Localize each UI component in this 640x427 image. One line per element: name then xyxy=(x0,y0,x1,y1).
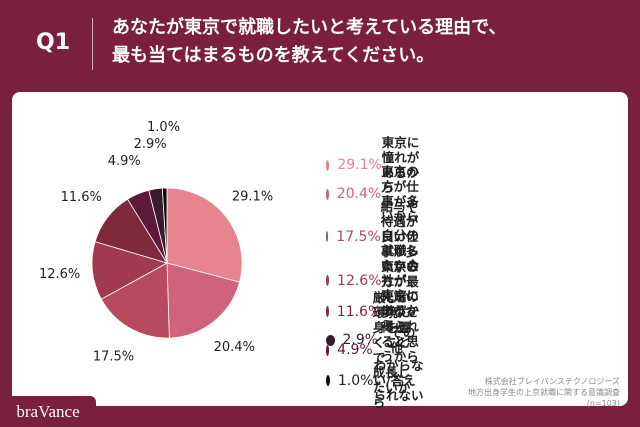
legend-label: 東京の方が最先端の学びを 得られると思うから xyxy=(381,259,419,364)
slice-label: 4.9% xyxy=(108,154,141,169)
legend-item: 2.9% その他 xyxy=(326,325,420,355)
legend-swatch xyxy=(326,188,329,200)
legend-swatch xyxy=(326,231,329,242)
slice-label: 17.5% xyxy=(93,349,134,364)
pie-slice xyxy=(166,187,243,283)
slice-label: 29.1% xyxy=(232,190,273,205)
pie-slice xyxy=(161,187,168,264)
legend-item: 4.9% 厳しい環境に身を置くことで 成長したいから xyxy=(326,290,420,410)
legend-item: 20.4% 東京の方が仕事が多いから xyxy=(326,164,420,224)
legend-value: 4.9% xyxy=(337,342,373,358)
slice-label: 1.0% xyxy=(147,120,180,135)
legend-item: 29.1% 東京に憧れがあるから xyxy=(326,135,420,195)
pie-slice xyxy=(91,241,169,300)
legend-swatch xyxy=(326,344,330,356)
legend-item: 12.6% 自分の就職したい会社が 東京にあるから xyxy=(326,228,420,333)
legend-label: 給与や待遇が良い仕事が多いから xyxy=(380,199,419,274)
legend-label: その他 xyxy=(390,325,416,355)
legend-swatch xyxy=(326,306,329,317)
legend-value: 12.6% xyxy=(337,272,382,289)
source: 株式会社ブレイバンステクノロジーズ地方出身学生の上京就職に関する意識調査 (n=1… xyxy=(468,376,620,409)
brand-logo: braVance xyxy=(0,396,96,427)
pie-slice xyxy=(100,262,170,339)
legend-swatch xyxy=(326,275,330,286)
legend-item: 11.6% 東京の方が最先端の学びを 得られると思うから xyxy=(326,259,420,364)
legend-swatch xyxy=(326,159,330,171)
source-line: (n=103) xyxy=(586,399,620,408)
slice-label: 11.6% xyxy=(61,190,102,205)
legend-label: わからない/答えられない xyxy=(373,358,424,403)
legend-label: 東京に憧れがあるから xyxy=(381,135,420,195)
slice-label: 20.4% xyxy=(214,340,255,355)
legend-item: 17.5% 給与や待遇が良い仕事が多いから xyxy=(326,199,420,274)
legend-value: 2.9% xyxy=(342,332,379,348)
question-number: Q1 xyxy=(36,30,71,55)
legend-value: 29.1% xyxy=(337,157,382,173)
legend-value: 11.6% xyxy=(336,303,382,320)
source-line: 地方出身学生の上京就職に関する意識調査 xyxy=(468,388,620,397)
legend-swatch xyxy=(326,375,330,386)
legend-label: 厳しい環境に身を置くことで 成長したいから xyxy=(372,290,411,410)
legend-item: 1.0% わからない/答えられない xyxy=(326,358,424,403)
legend-value: 17.5% xyxy=(336,228,381,245)
source-line: 株式会社ブレイバンステクノロジーズ xyxy=(484,377,620,386)
chart-title: あなたが東京で就職したいと考えている理由で、 最も当てはまるものを教えてください… xyxy=(112,17,507,66)
slice-label: 12.6% xyxy=(39,267,80,282)
legend-value: 1.0% xyxy=(337,372,374,389)
legend-swatch xyxy=(326,334,335,346)
legend-value: 20.4% xyxy=(336,186,382,202)
legend-label: 東京の方が仕事が多いから xyxy=(381,164,419,224)
pie-slice xyxy=(166,262,241,339)
slice-label: 2.9% xyxy=(134,137,167,152)
divider xyxy=(92,18,93,70)
legend-label: 自分の就職したい会社が 東京にあるから xyxy=(381,228,420,333)
